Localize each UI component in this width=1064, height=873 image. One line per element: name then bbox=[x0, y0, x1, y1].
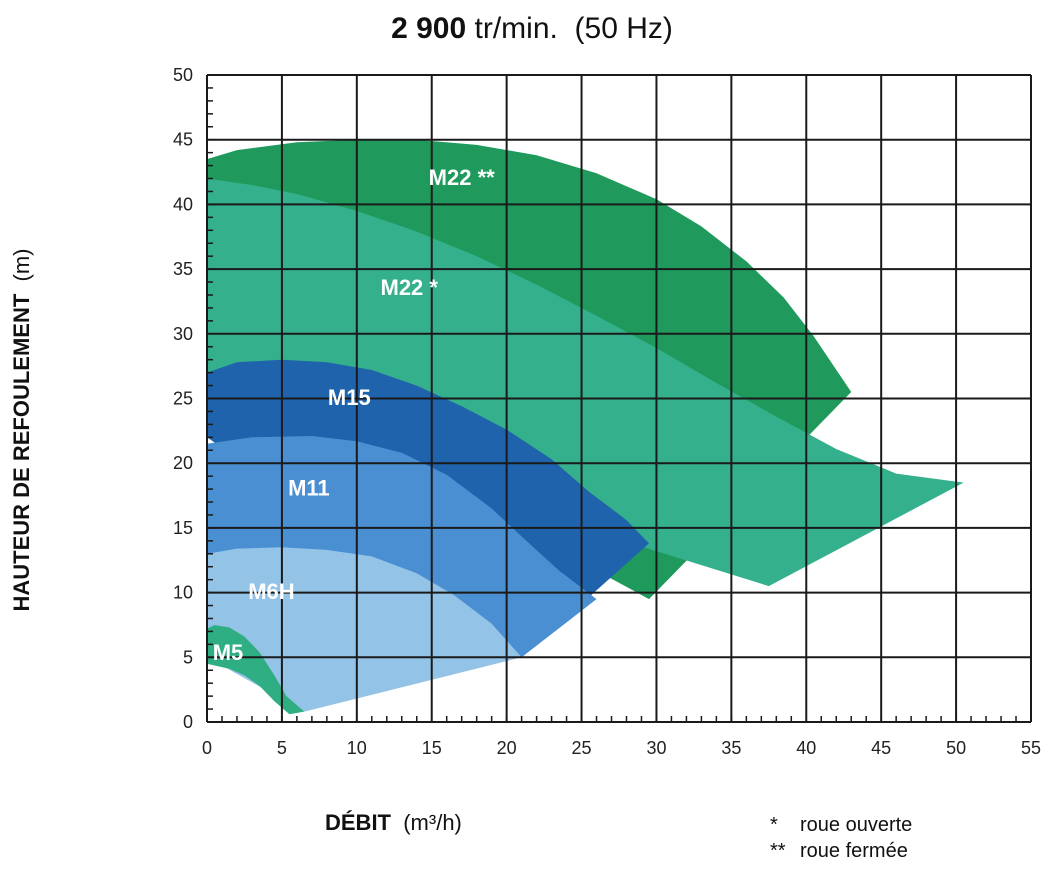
y-tick-label: 20 bbox=[173, 453, 193, 473]
speed-unit: tr/min. bbox=[474, 12, 558, 45]
y-tick-label: 15 bbox=[173, 518, 193, 538]
x-tick-label: 55 bbox=[1021, 738, 1041, 758]
legend-text: roue fermée bbox=[800, 840, 908, 862]
x-tick-label: 45 bbox=[871, 738, 891, 758]
ticks-layer: 0 5 10 15 20 25 30 35 40 45 50 55 0 5 10 15 20 25 30 35 40 45… bbox=[173, 65, 1041, 758]
region-label: M22 ** bbox=[429, 165, 495, 190]
x-axis-unit: (m³/h) bbox=[403, 810, 462, 835]
y-tick-label: 0 bbox=[183, 712, 193, 732]
legend-symbol: * bbox=[770, 814, 778, 836]
x-tick-label: 30 bbox=[646, 738, 666, 758]
regions-layer bbox=[207, 139, 964, 715]
y-tick-label: 45 bbox=[173, 130, 193, 150]
region-label: M15 bbox=[328, 385, 371, 410]
x-tick-label: 50 bbox=[946, 738, 966, 758]
grid-layer bbox=[206, 74, 1032, 723]
x-tick-label: 35 bbox=[721, 738, 741, 758]
legend-item-open-impeller: * roue ouverte bbox=[770, 812, 912, 838]
x-axis-label-text: DÉBIT bbox=[325, 810, 391, 835]
y-tick-label: 10 bbox=[173, 583, 193, 603]
y-tick-label: 40 bbox=[173, 194, 193, 214]
legend-item-closed-impeller: ** roue fermée bbox=[770, 838, 912, 864]
x-tick-label: 10 bbox=[347, 738, 367, 758]
region-m6h bbox=[207, 547, 522, 712]
x-tick-label: 40 bbox=[796, 738, 816, 758]
region-label: M6H bbox=[248, 579, 294, 604]
x-tick-label: 0 bbox=[202, 738, 212, 758]
region-label: M22 * bbox=[381, 275, 439, 300]
x-tick-label: 15 bbox=[422, 738, 442, 758]
region-m22-open bbox=[207, 178, 964, 587]
x-tick-label: 25 bbox=[572, 738, 592, 758]
chart-title: 2 900 tr/min. (50 Hz) bbox=[0, 12, 1064, 46]
legend: * roue ouverte ** roue fermée bbox=[770, 812, 912, 864]
region-m11 bbox=[207, 436, 597, 658]
y-tick-label: 35 bbox=[173, 259, 193, 279]
legend-text: roue ouverte bbox=[800, 814, 913, 836]
region-label: M5 bbox=[213, 640, 244, 665]
y-tick-label: 25 bbox=[173, 389, 193, 409]
region-label: M11 bbox=[288, 476, 330, 501]
x-tick-label: 5 bbox=[277, 738, 287, 758]
legend-symbol: ** bbox=[770, 840, 786, 862]
y-tick-label: 30 bbox=[173, 324, 193, 344]
region-m5 bbox=[207, 625, 305, 715]
speed-value: 2 900 bbox=[391, 12, 467, 45]
y-tick-label: 50 bbox=[173, 65, 193, 85]
region-labels-layer: M22 ** M22 * M15 M11 M6H M5 bbox=[213, 165, 495, 665]
x-tick-label: 20 bbox=[497, 738, 517, 758]
x-axis-label: DÉBIT (m³/h) bbox=[325, 810, 462, 836]
y-tick-label: 5 bbox=[183, 647, 193, 667]
frequency: (50 Hz) bbox=[574, 12, 673, 45]
